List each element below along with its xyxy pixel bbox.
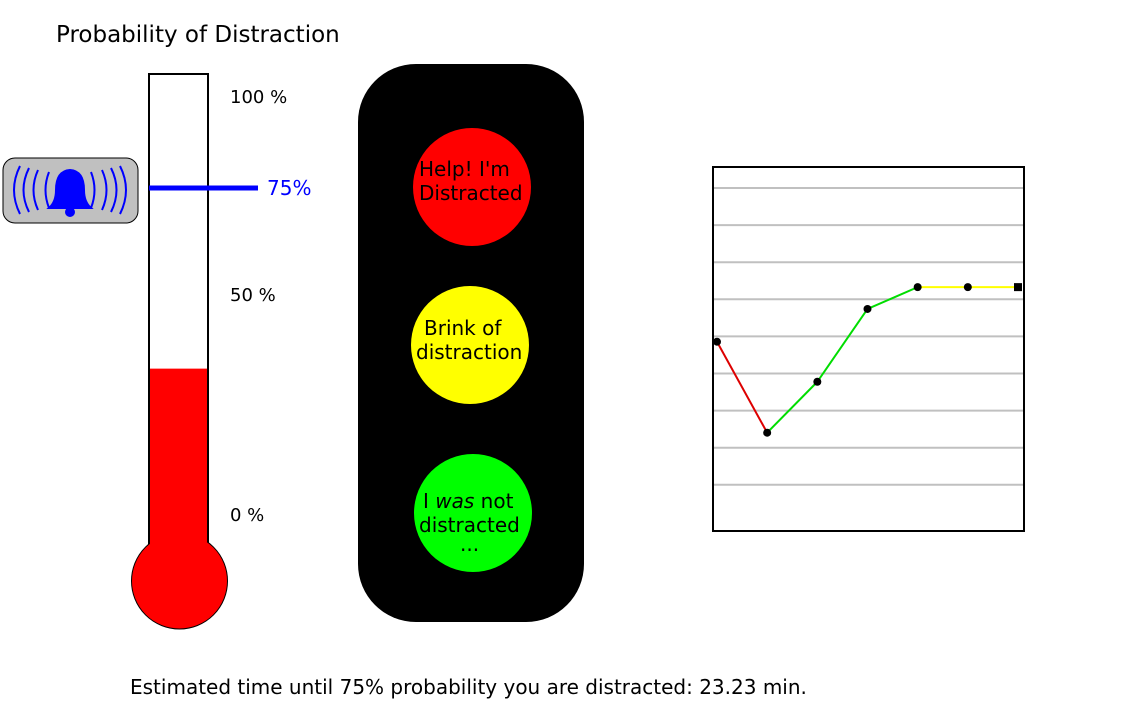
series-segment [766, 381, 819, 434]
red-light-label-line2: Distracted [419, 181, 523, 205]
data-point [763, 428, 772, 437]
page-title: Probability of Distraction [56, 22, 340, 48]
estimate-text: Estimated time until 75% probability you… [130, 675, 807, 699]
traffic-light: Help! I'm Distracted Brink of distractio… [358, 64, 584, 622]
bell-icon [13, 165, 127, 217]
yellow-light-label-line1: Brink of [424, 316, 502, 340]
thermometer: 75% 100 % 50 % 0 % [131, 73, 311, 630]
data-point [1014, 283, 1022, 292]
data-point [813, 377, 822, 386]
yellow-light [411, 286, 529, 404]
thermometer-bulb-neck [150, 520, 207, 560]
scale-label-0: 0 % [230, 505, 264, 526]
scale-label-50: 50 % [230, 285, 276, 306]
probability-chart [712, 166, 1025, 532]
alarm-indicator [2, 157, 139, 224]
yellow-light-label-line2: distraction [416, 340, 522, 364]
scale-label-100: 100 % [230, 87, 287, 108]
data-point [963, 283, 972, 292]
series-segment [867, 286, 919, 310]
chart-grid [714, 187, 1023, 486]
data-point [913, 283, 922, 292]
red-light-label-line1: Help! I'm [419, 157, 510, 181]
series-segment [716, 341, 769, 434]
data-point [863, 304, 872, 313]
green-light [414, 454, 532, 572]
green-light-label-line1: I was not [423, 489, 514, 513]
data-point [713, 337, 721, 346]
chart-frame [712, 166, 1025, 532]
red-light [413, 128, 531, 246]
threshold-label: 75% [267, 176, 311, 200]
series-segment [816, 308, 869, 383]
chart-series [716, 286, 1018, 434]
green-light-label-line3: ... [460, 532, 479, 556]
chart-points [713, 283, 1022, 437]
green-light-label-line2: distracted [419, 513, 520, 537]
